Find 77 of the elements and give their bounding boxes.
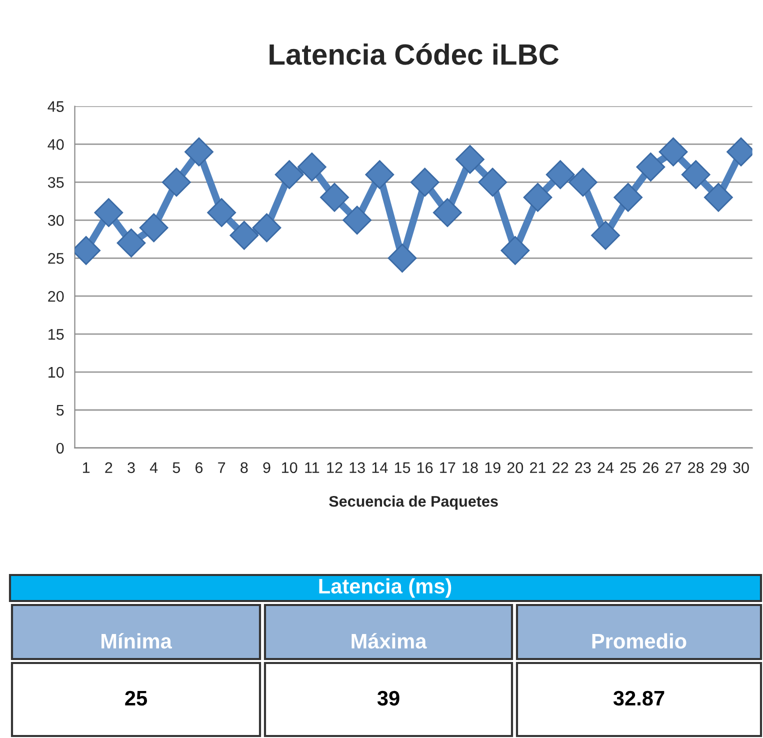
point (365, 160, 394, 190)
x-tick-label: 7 (218, 462, 226, 473)
point (184, 137, 214, 166)
point (456, 144, 484, 174)
text: 25 (125, 690, 148, 706)
x-tick-label: 15 (394, 462, 410, 474)
x-tick-label: 2 (105, 462, 112, 473)
point (320, 182, 349, 212)
x-tick-label: 13 (350, 462, 365, 474)
y-tick-label: 40 (48, 139, 64, 150)
point (139, 213, 168, 242)
x-tick-label: 27 (666, 462, 681, 473)
x-tick-label: 24 (598, 462, 614, 473)
x-tick-label: 9 (263, 462, 270, 474)
x-tick-label: 1 (82, 462, 90, 473)
point (636, 152, 666, 182)
text: Promedio (592, 633, 686, 649)
point (546, 160, 575, 190)
point (568, 168, 598, 197)
point (681, 160, 710, 190)
point (614, 182, 643, 212)
text: Mínima (102, 633, 172, 649)
x-tick-label: 10 (282, 462, 298, 474)
point (478, 168, 508, 197)
x-tick-label: 17 (440, 462, 456, 473)
text: Latencia (ms) (319, 578, 452, 598)
x-tick-label: 6 (196, 462, 203, 474)
point (591, 220, 620, 250)
x-tick-label: 29 (710, 462, 726, 474)
x-tick-label: 12 (327, 462, 342, 473)
point (523, 182, 552, 212)
x-tick-label: 21 (530, 462, 546, 473)
point (207, 198, 236, 228)
x-tick-label: 25 (620, 462, 636, 474)
point (342, 206, 372, 235)
x-tick-label: 20 (507, 462, 524, 474)
x-tick-label: 11 (305, 462, 320, 473)
point (658, 137, 688, 166)
point (274, 160, 304, 190)
point (94, 198, 124, 228)
x-tick-label: 19 (485, 462, 500, 474)
y-tick-label: 35 (48, 177, 64, 188)
text: Máxima (352, 633, 427, 649)
y-tick-label: 10 (48, 366, 64, 378)
chart-title: Latencia Códec iLBC (270, 43, 559, 65)
x-tick-label: 18 (462, 462, 478, 474)
point (116, 228, 146, 258)
text: 39 (377, 690, 400, 706)
y-tick-label: 20 (48, 290, 64, 302)
text: 32.87 (613, 690, 664, 706)
x-tick-label: 16 (418, 462, 433, 474)
x-tick-label: 4 (150, 462, 158, 473)
point (432, 198, 462, 228)
point (410, 168, 440, 197)
y-tick-label: 30 (48, 215, 64, 226)
y-tick-label: 0 (56, 442, 64, 454)
point (162, 168, 191, 197)
x-tick-label: 30 (733, 462, 749, 474)
x-tick-label: 28 (688, 462, 704, 474)
point (297, 152, 326, 182)
x-axis-title: Secuencia de Paquetes (329, 496, 498, 510)
x-tick-label: 26 (642, 462, 659, 474)
x-tick-label: 3 (128, 462, 135, 474)
point (252, 213, 282, 242)
point (704, 182, 733, 212)
x-tick-label: 14 (372, 462, 388, 473)
x-tick-label: 23 (575, 462, 591, 474)
y-tick-label: 5 (56, 405, 64, 416)
point (388, 244, 417, 273)
point (500, 236, 530, 265)
y-tick-label: 15 (48, 329, 64, 340)
x-tick-label: 22 (552, 462, 568, 473)
x-tick-label: 8 (240, 462, 248, 474)
point (230, 220, 259, 250)
x-tick-label: 5 (172, 462, 180, 474)
y-tick-label: 45 (48, 101, 64, 112)
y-tick-label: 25 (48, 253, 64, 264)
